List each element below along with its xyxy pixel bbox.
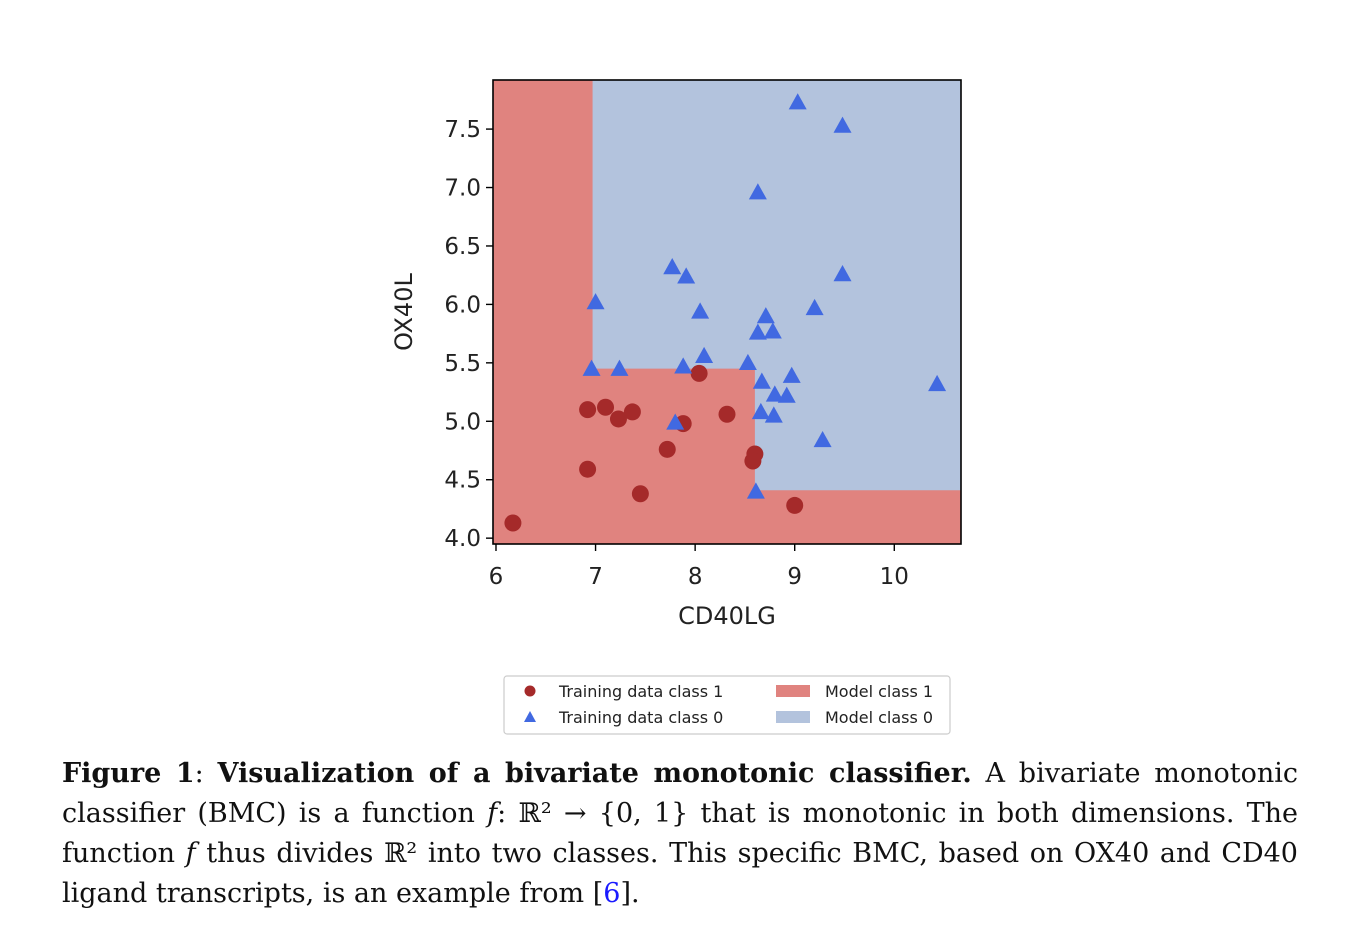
class0-point-9 [756, 307, 775, 324]
class0-point-4 [677, 267, 696, 284]
class0-point-26 [746, 482, 765, 499]
reference-link[interactable]: 6 [603, 878, 621, 909]
caption-function-symbol: f [487, 798, 498, 829]
class0-point-12 [582, 359, 601, 376]
legend-label-model-class1: Model class 1 [825, 682, 933, 701]
class1-point-9 [690, 364, 708, 382]
class0-point-16 [738, 353, 757, 371]
class0-point-18 [782, 366, 801, 383]
class0-point-7 [691, 302, 710, 319]
x-tick-label-4: 10 [880, 564, 909, 590]
class0-point-24 [813, 430, 832, 448]
y-tick-label-4: 6.0 [444, 292, 481, 318]
class0-point-19 [765, 385, 784, 402]
legend: Training data class 1 Model class 1 Trai… [503, 675, 951, 735]
class1-point-12 [744, 452, 762, 470]
class0-point-20 [777, 386, 796, 403]
classifier-figure: 6 7 8 9 10 4.0 4.5 5.0 5.5 6.0 6.5 7.0 7.5 CD40LG OX… [390, 79, 962, 735]
y-tick-label-0: 4.0 [444, 526, 481, 552]
class0-point-0 [788, 93, 807, 110]
x-axis-label: CD40LG [678, 602, 776, 630]
y-axis-label: OX40L [390, 273, 418, 351]
class1-point-0 [504, 514, 522, 532]
caption-body-3: thus divides ℝ² into two classes. This s… [62, 838, 1298, 909]
class1-point-6 [631, 485, 649, 503]
plot-frame [492, 79, 962, 545]
class0-point-8 [805, 298, 824, 316]
caption-body-1: A bivariate monotonic classifier (BMC) i… [62, 758, 1298, 829]
legend-patch-model-class0 [776, 711, 810, 723]
caption-ref-open: [ [592, 878, 604, 909]
legend-label-training-class0: Training data class 0 [558, 708, 723, 727]
legend-marker-class0-triangle [524, 711, 536, 722]
class1-point-5 [579, 460, 597, 478]
legend-label-training-class1: Training data class 1 [558, 682, 723, 701]
class0-point-5 [833, 265, 852, 282]
class0-point-17 [752, 372, 771, 389]
class0-point-10 [763, 322, 782, 339]
plot-area [493, 80, 961, 544]
class1-point-13 [786, 496, 804, 514]
x-tick-label-1: 7 [588, 564, 603, 590]
caption-function-symbol-2: f [185, 838, 196, 869]
x-tick-label-0: 6 [489, 564, 504, 590]
class0-point-15 [695, 346, 714, 364]
class0-point-22 [764, 406, 783, 423]
legend-marker-class1-circle [524, 685, 536, 697]
legend-label-model-class0: Model class 0 [825, 708, 933, 727]
x-tick-label-3: 9 [787, 564, 802, 590]
class0-point-23 [666, 413, 685, 430]
model-class1-region [493, 80, 961, 544]
caption-colon: : [194, 758, 218, 789]
axes: 6 7 8 9 10 4.0 4.5 5.0 5.5 6.0 6.5 7.0 7.5 [444, 79, 962, 590]
caption-mapping: : ℝ² → {0, 1} [497, 798, 689, 829]
class0-point-25 [928, 374, 947, 392]
y-tick-label-5: 6.5 [444, 234, 481, 260]
class0-point-13 [610, 359, 629, 376]
class0-point-2 [748, 183, 767, 200]
class0-point-1 [833, 116, 852, 133]
figure-caption: Figure 1: Visualization of a bivariate m… [62, 754, 1298, 914]
caption-label: Figure 1 [62, 758, 195, 789]
caption-title: Visualization of a bivariate monotonic c… [217, 758, 972, 789]
class0-point-6 [586, 293, 605, 310]
class0-point-3 [663, 258, 682, 275]
class1-point-7 [658, 440, 676, 458]
class0-point-11 [748, 323, 767, 340]
class1-point-4 [623, 403, 641, 421]
class1-point-10 [718, 405, 736, 423]
x-tick-label-2: 8 [688, 564, 703, 590]
legend-frame [503, 675, 951, 735]
y-tick-label-1: 4.5 [444, 468, 481, 494]
class0-point-21 [751, 402, 770, 420]
legend-patch-model-class1 [776, 685, 810, 697]
class1-point-3 [609, 410, 627, 428]
class1-point-2 [597, 398, 615, 416]
y-tick-label-6: 7.0 [444, 176, 481, 202]
caption-ref-close: ]. [620, 878, 640, 909]
caption-body-2: that is monotonic in both dimensions. Th… [62, 798, 1299, 869]
y-tick-label-3: 5.5 [444, 351, 481, 377]
y-tick-label-2: 5.0 [444, 409, 481, 435]
class1-point-1 [579, 401, 597, 419]
y-tick-label-7: 7.5 [444, 117, 481, 143]
class0-point-14 [674, 357, 693, 374]
